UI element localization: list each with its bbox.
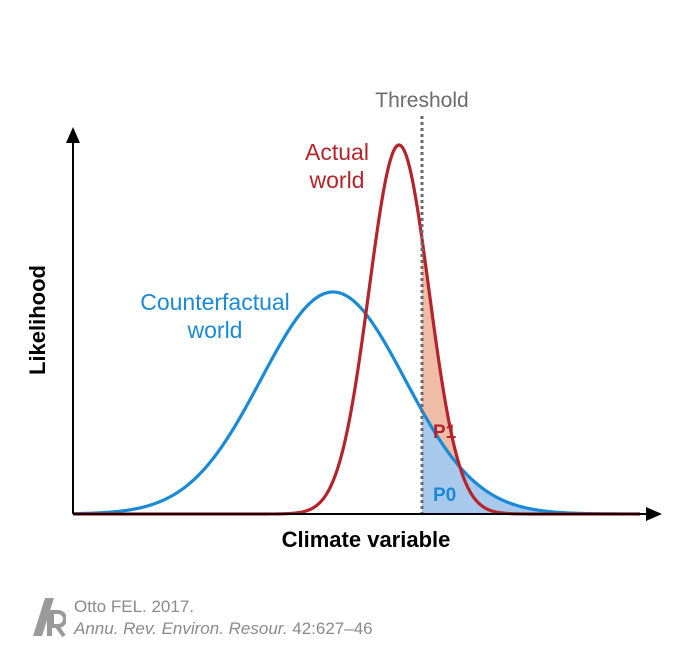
counterfactual-world-label-line2: world	[187, 317, 243, 343]
actual-world-label-line2: world	[309, 167, 365, 193]
citation-journal-line: Annu. Rev. Environ. Resour. 42:627–46	[74, 618, 373, 640]
y-axis-arrowhead	[66, 127, 80, 143]
x-axis-arrowhead	[646, 507, 662, 521]
counterfactual-world-curve	[72, 290, 641, 516]
citation-journal: Annu. Rev. Environ. Resour.	[74, 619, 288, 638]
x-axis-label: Climate variable	[282, 527, 451, 552]
citation-pages: 42:627–46	[287, 619, 373, 638]
y-axis-label: Likelihood	[25, 265, 50, 375]
citation-author-year: Otto FEL. 2017.	[74, 597, 195, 616]
actual-world-curve	[72, 143, 641, 516]
threshold-label: Threshold	[375, 89, 468, 112]
counterfactual-world-label-line1: Counterfactual	[140, 289, 290, 315]
actual-world-label-line1: Actual	[305, 139, 369, 165]
p1-label: P1	[433, 422, 457, 443]
citation-text: Otto FEL. 2017. Annu. Rev. Environ. Reso…	[74, 596, 373, 640]
p0-label: P0	[433, 485, 456, 506]
citation-block: Otto FEL. 2017. Annu. Rev. Environ. Reso…	[30, 596, 373, 640]
annual-reviews-logo	[33, 598, 66, 638]
